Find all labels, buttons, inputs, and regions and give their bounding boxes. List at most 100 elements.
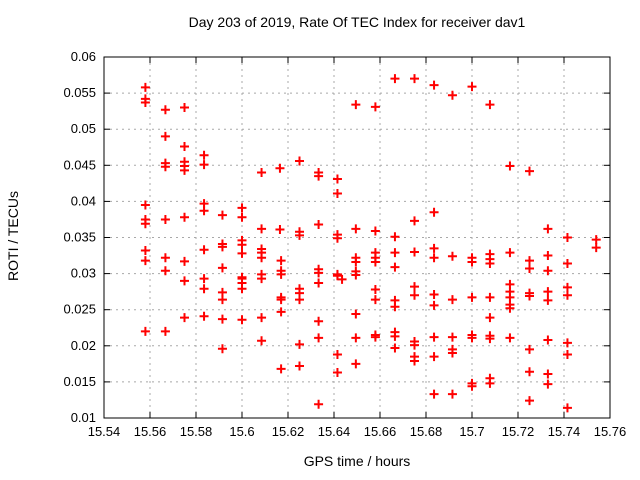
data-point-marker [429, 300, 439, 310]
data-point-marker [562, 290, 572, 300]
x-tick-label: 15.72 [502, 424, 535, 439]
x-tick-label: 15.66 [364, 424, 397, 439]
data-point-marker [370, 226, 380, 236]
data-point-marker [467, 381, 477, 391]
data-point-marker [295, 339, 304, 349]
data-point-marker [410, 74, 419, 84]
data-point-marker [410, 356, 419, 366]
data-point-marker [314, 278, 324, 288]
data-point-marker [276, 307, 286, 317]
data-point-marker [351, 309, 361, 319]
data-point-marker [351, 359, 361, 369]
data-point-marker [237, 284, 247, 294]
y-tick-label: 0.05 [71, 121, 96, 136]
y-tick-label: 0.025 [63, 302, 96, 317]
x-tick-label: 15.54 [88, 424, 121, 439]
data-point-marker [543, 379, 553, 389]
data-point-marker [447, 90, 457, 100]
data-point-marker [257, 224, 267, 234]
data-point-marker [390, 262, 400, 272]
data-point-marker [467, 82, 477, 92]
data-point-marker [160, 105, 170, 115]
data-point-marker [180, 276, 189, 286]
data-point-marker [257, 253, 267, 263]
data-point-marker [467, 257, 477, 267]
data-point-marker [390, 302, 400, 312]
data-point-marker [199, 160, 209, 170]
data-point-marker [275, 163, 285, 173]
data-point-marker [485, 334, 495, 344]
data-point-marker [314, 316, 324, 326]
data-point-marker [543, 369, 553, 379]
data-point-marker [429, 207, 439, 217]
data-point-marker [370, 295, 380, 305]
data-point-marker [332, 368, 342, 378]
data-point-marker [160, 253, 170, 263]
x-tick-label: 15.56 [134, 424, 167, 439]
data-point-marker [180, 313, 189, 323]
y-tick-label: 0.035 [63, 230, 96, 245]
data-point-marker [429, 290, 439, 300]
data-point-marker [332, 349, 342, 359]
data-point-marker [562, 349, 572, 359]
data-point-marker [525, 256, 534, 266]
y-tick-label: 0.015 [63, 374, 96, 389]
data-point-marker [295, 230, 304, 240]
data-point-marker [275, 225, 285, 235]
data-point-marker [525, 344, 534, 354]
data-point-marker [447, 389, 457, 399]
x-axis-label: GPS time / hours [303, 453, 411, 469]
data-point-marker [199, 150, 209, 160]
data-point-marker [429, 352, 439, 362]
data-point-marker [180, 165, 189, 175]
data-point-marker [467, 292, 477, 302]
data-point-marker [447, 251, 457, 261]
y-tick-label: 0.03 [71, 266, 96, 281]
data-point-marker [199, 284, 209, 294]
data-point-marker [543, 251, 553, 261]
data-point-marker [429, 80, 439, 90]
data-point-marker [447, 348, 457, 358]
data-point-marker [370, 284, 380, 294]
data-point-marker [237, 203, 247, 213]
data-point-marker [276, 269, 286, 279]
data-point-marker [429, 389, 439, 399]
data-point-marker [410, 290, 419, 300]
data-point-marker [543, 335, 553, 345]
data-point-marker [410, 340, 419, 350]
data-point-marker [485, 258, 495, 268]
data-point-marker [217, 242, 227, 252]
data-point-marker [543, 224, 553, 234]
data-point-marker [505, 248, 515, 258]
data-point-marker [257, 313, 267, 323]
x-tick-label: 15.68 [410, 424, 443, 439]
data-point-marker [314, 171, 324, 181]
data-point-marker [295, 295, 304, 305]
data-point-marker [295, 361, 304, 371]
data-point-marker [237, 315, 247, 325]
x-tick-label: 15.76 [594, 424, 627, 439]
data-point-marker [140, 82, 150, 92]
data-point-marker [140, 200, 150, 210]
data-point-marker [140, 97, 150, 107]
data-point-marker [217, 295, 227, 305]
data-point-marker [337, 274, 347, 284]
chart-title: Day 203 of 2019, Rate Of TEC Index for r… [188, 14, 526, 30]
data-point-marker [370, 102, 380, 112]
data-point-marker [543, 287, 553, 297]
data-point-marker [485, 378, 495, 388]
data-point-marker [562, 282, 572, 292]
data-point-marker [351, 224, 361, 234]
data-point-marker [257, 336, 267, 346]
data-point-marker [160, 266, 170, 276]
data-point-marker [562, 258, 572, 268]
data-point-marker [199, 245, 209, 255]
x-tick-label: 15.62 [272, 424, 305, 439]
data-point-marker [314, 268, 324, 278]
data-point-marker [237, 240, 247, 250]
y-tick-label: 0.02 [71, 338, 96, 353]
data-point-marker [217, 314, 227, 324]
data-point-marker [295, 156, 304, 166]
y-tick-label: 0.055 [63, 85, 96, 100]
